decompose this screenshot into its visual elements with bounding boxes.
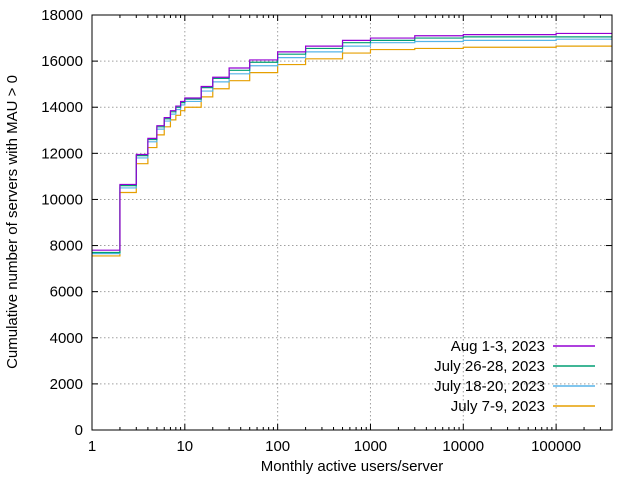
legend-label-3: July 7-9, 2023 [451, 398, 545, 415]
ticks [91, 14, 613, 431]
x-axis-title: Monthly active users/server [261, 458, 444, 475]
x-tick-label: 1000 [354, 438, 387, 455]
y-tick-label: 0 [75, 422, 83, 439]
x-tick-label: 10000 [442, 438, 484, 455]
y-tick-label: 18000 [41, 7, 83, 24]
y-tick-label: 2000 [50, 376, 83, 393]
series-line-3 [92, 45, 612, 257]
y-tick-label: 14000 [41, 99, 83, 116]
y-axis-title: Cumulative number of servers with MAU > … [4, 75, 21, 369]
y-tick-label: 8000 [50, 238, 83, 255]
grid [92, 15, 612, 430]
y-tick-label: 4000 [50, 330, 83, 347]
x-tick-labels: 1 10 100 1000 10000 100000 [88, 438, 581, 455]
legend-label-1: July 26-28, 2023 [434, 358, 545, 375]
x-tick-label: 10 [176, 438, 193, 455]
legend-label-2: July 18-20, 2023 [434, 378, 545, 395]
series-line-2 [92, 38, 612, 255]
y-tick-label: 10000 [41, 191, 83, 208]
x-tick-label: 100 [265, 438, 290, 455]
y-tick-labels: 0 2000 4000 6000 8000 10000 12000 14000 16000 180… [41, 7, 83, 439]
legend: Aug 1-3, 2023 July 26-28, 2023 July 18-20,… [434, 338, 595, 415]
series-line-1 [92, 36, 612, 254]
series-layer [92, 32, 612, 257]
y-tick-label: 16000 [41, 53, 83, 70]
y-tick-label: 12000 [41, 145, 83, 162]
x-tick-label: 1 [88, 438, 96, 455]
x-tick-label: 100000 [531, 438, 581, 455]
y-tick-label: 6000 [50, 284, 83, 301]
legend-label-0: Aug 1-3, 2023 [451, 338, 545, 355]
series-line-0 [92, 32, 612, 251]
plot-frame [91, 14, 613, 431]
